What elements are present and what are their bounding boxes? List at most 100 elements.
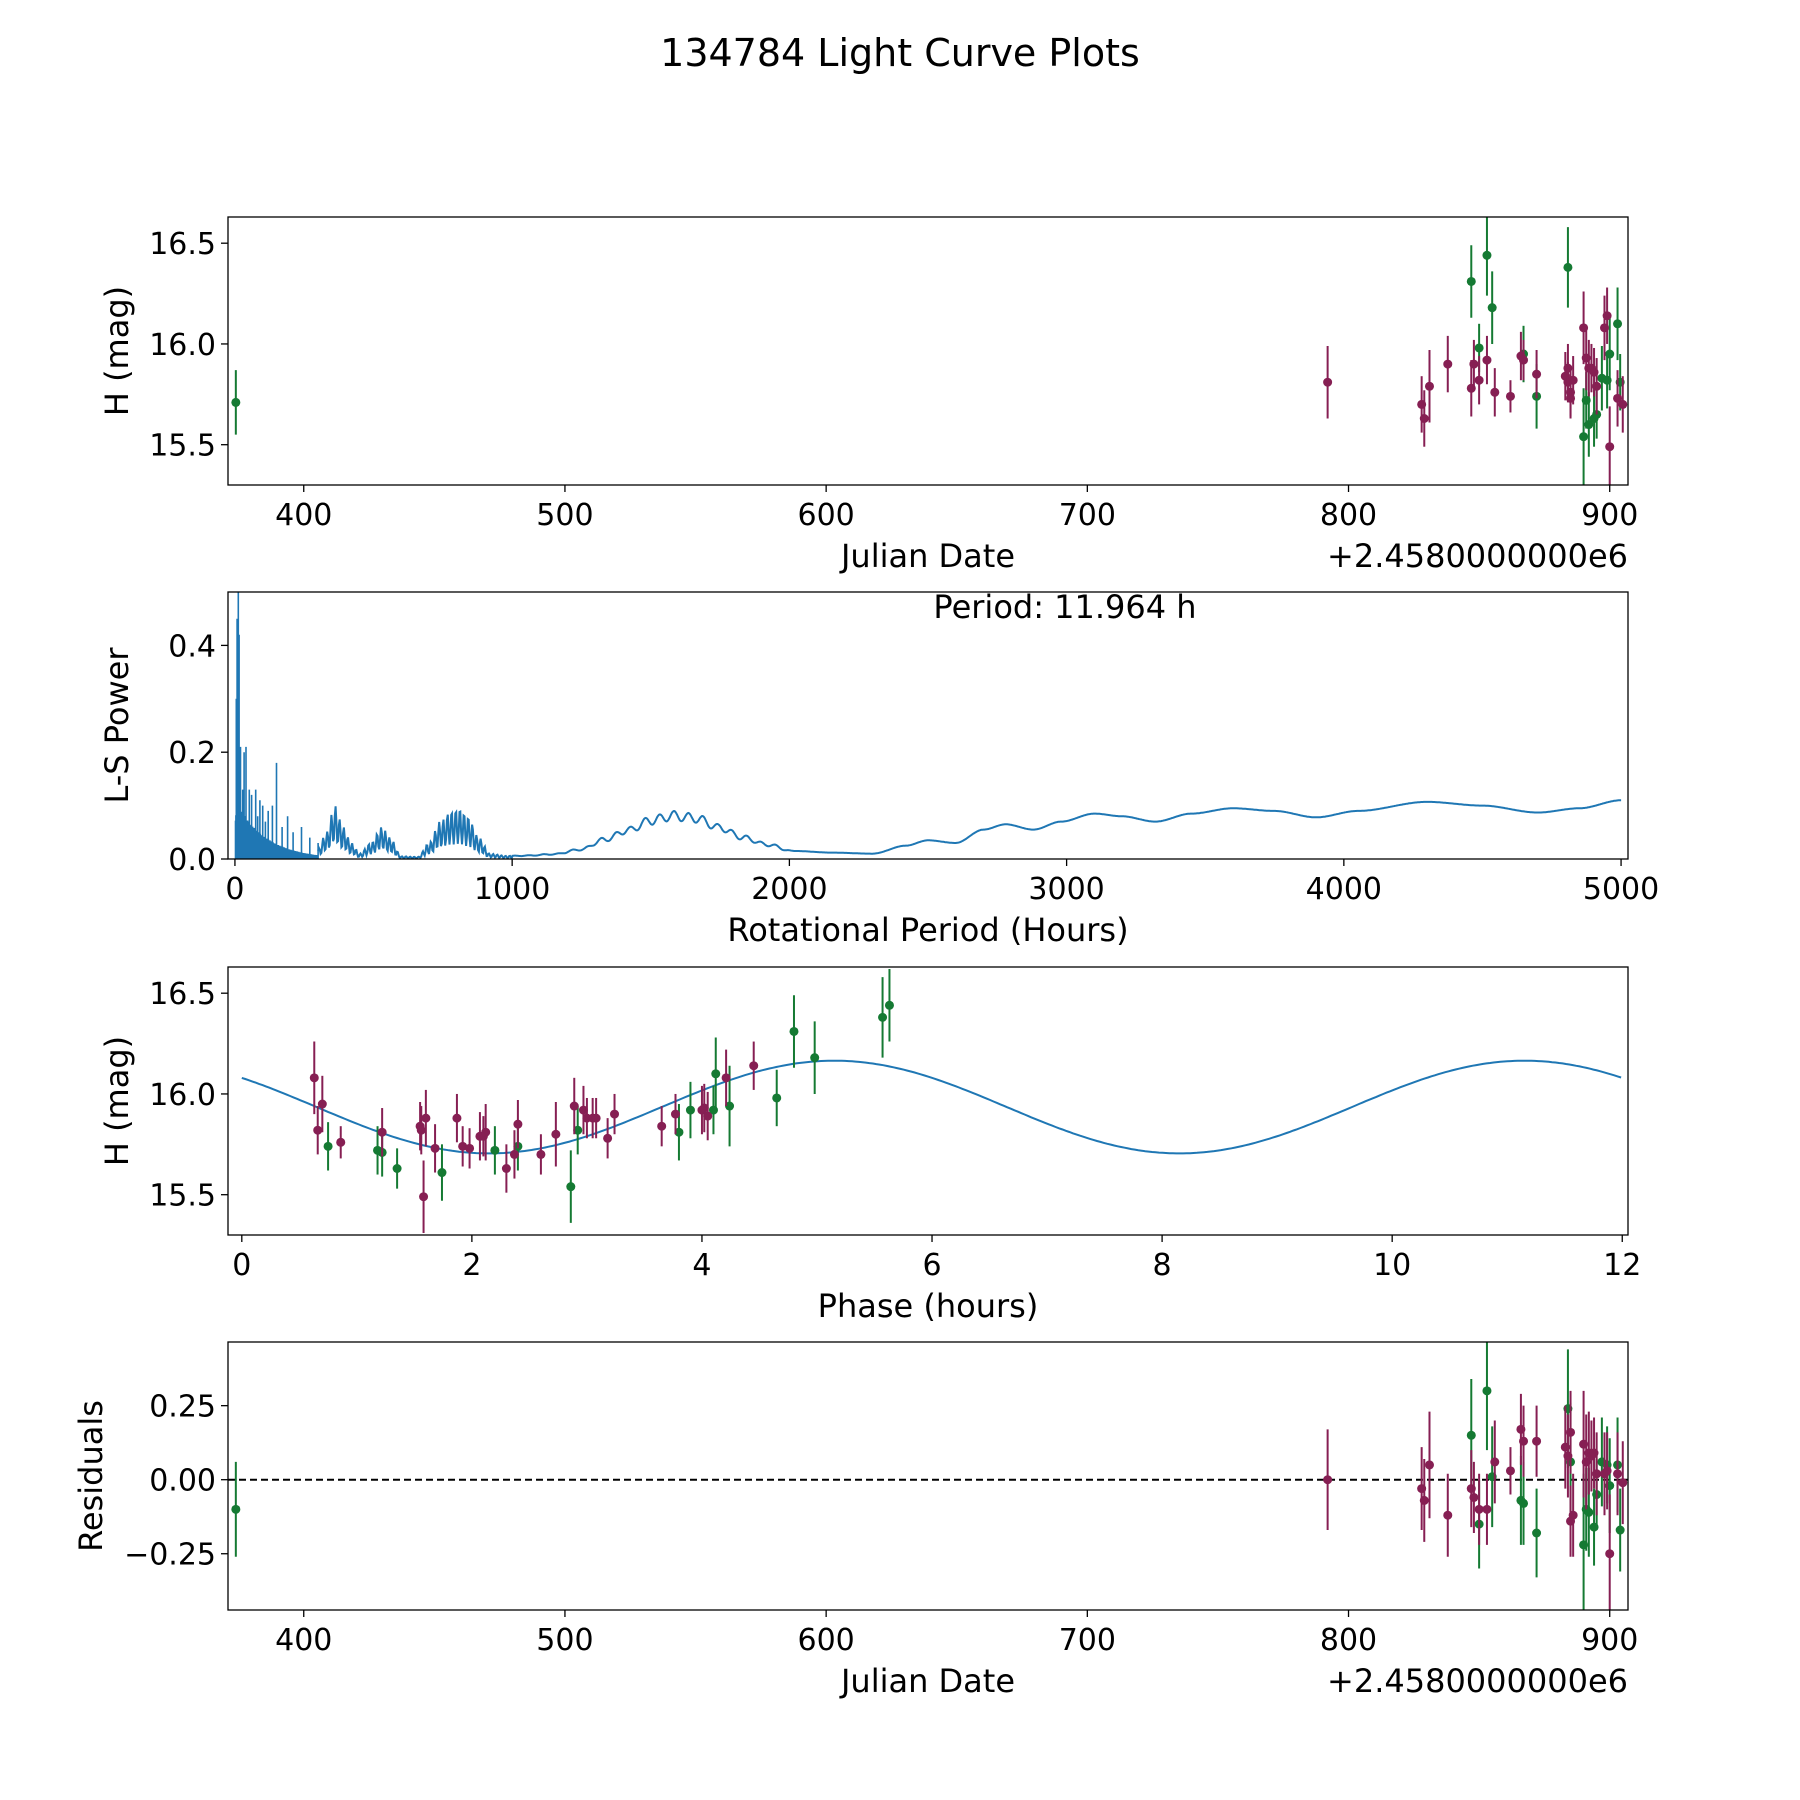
point-marker — [1519, 355, 1529, 365]
point-marker — [1568, 1510, 1578, 1520]
axes-frame — [227, 1341, 1629, 1611]
data-point-purple — [1568, 1473, 1578, 1557]
y-tick-label: −0.25 — [124, 1538, 216, 1573]
data-point-green — [772, 1069, 782, 1127]
point-marker — [1323, 1475, 1333, 1485]
point-marker — [430, 1143, 440, 1153]
data-point-purple — [313, 1106, 323, 1155]
x-tick-label: 800 — [1320, 1623, 1377, 1658]
power-curve — [317, 799, 1622, 859]
data-point-purple — [1613, 1432, 1623, 1516]
point-marker — [551, 1129, 561, 1139]
x-tick-label: 400 — [275, 498, 332, 533]
data-point-purple — [1490, 368, 1500, 417]
point-marker — [1613, 393, 1623, 403]
data-point-purple — [591, 1097, 601, 1139]
x-tick-label: 400 — [275, 1623, 332, 1658]
point-marker — [1605, 349, 1615, 359]
point-marker — [578, 1105, 588, 1115]
y-tick-label: 0.00 — [149, 1464, 216, 1499]
data-point-purple — [749, 1041, 759, 1090]
x-tick-label: 8 — [1153, 1248, 1172, 1283]
x-tick-label: 700 — [1059, 1623, 1116, 1658]
x-tick-label: 3000 — [1028, 872, 1104, 907]
point-marker — [1474, 375, 1484, 385]
point-marker — [1482, 1386, 1492, 1396]
data-point-purple — [481, 1104, 491, 1161]
point-marker — [1482, 250, 1492, 260]
point-marker — [1490, 1457, 1500, 1467]
point-marker — [566, 1182, 576, 1192]
data-point-green — [685, 1081, 695, 1139]
point-marker — [437, 1168, 447, 1178]
x-axis-offset-label: +2.4580000000e6 — [1327, 537, 1628, 575]
point-marker — [1482, 1504, 1492, 1514]
data-point-green — [1579, 388, 1589, 485]
data-point-green — [789, 995, 799, 1068]
data-point-green — [878, 977, 888, 1058]
x-tick-label: 10 — [1373, 1248, 1411, 1283]
point-marker — [1466, 1430, 1476, 1440]
data-point-green — [392, 1148, 402, 1189]
data-point-green — [566, 1150, 576, 1223]
x-tick-label: 2 — [462, 1248, 481, 1283]
x-tick-label: 1000 — [474, 872, 550, 907]
point-marker — [1443, 1510, 1453, 1520]
y-tick-label: 0.25 — [149, 1390, 216, 1425]
data-point-purple — [1505, 380, 1515, 413]
point-marker — [309, 1073, 319, 1083]
point-marker — [603, 1133, 613, 1143]
point-marker — [501, 1164, 511, 1174]
data-point-purple — [377, 1108, 387, 1157]
point-marker — [231, 397, 241, 407]
data-point-purple — [1602, 1432, 1612, 1510]
point-marker — [1615, 1525, 1625, 1535]
point-marker — [810, 1053, 820, 1063]
data-point-purple — [1443, 335, 1453, 393]
x-tick-label: 4000 — [1306, 872, 1382, 907]
point-marker — [772, 1093, 782, 1103]
x-axis-label: Phase (hours) — [818, 1287, 1039, 1325]
data-point-green — [1466, 245, 1476, 318]
plot-area — [231, 217, 1628, 485]
data-point-purple — [1424, 1411, 1434, 1519]
point-marker — [878, 1012, 888, 1022]
data-point-purple — [419, 1160, 429, 1233]
x-axis-offset-label: +2.4580000000e6 — [1327, 1662, 1628, 1700]
data-point-purple — [509, 1130, 519, 1179]
x-tick-label: 900 — [1581, 498, 1638, 533]
point-marker — [1618, 1478, 1628, 1488]
data-point-purple — [1469, 339, 1479, 389]
data-point-purple — [458, 1126, 468, 1167]
data-point-purple — [513, 1099, 523, 1149]
point-marker — [591, 1113, 601, 1123]
y-tick-label: 16.5 — [149, 977, 216, 1012]
axes-frame — [227, 966, 1629, 1236]
y-tick-label: 0.2 — [168, 736, 216, 771]
point-marker — [1505, 1466, 1515, 1476]
phased-lightcurve-panel: 0 2 4 6 8 10 12 15.5 16.0 16.5 Phase (hours) H (mag… — [98, 966, 1641, 1325]
data-point-purple — [569, 1077, 579, 1135]
point-marker — [513, 1119, 523, 1129]
y-tick-label: 16.5 — [149, 227, 216, 262]
point-marker — [711, 1069, 721, 1079]
point-marker — [1474, 343, 1484, 353]
y-tick-label: 16.0 — [149, 1078, 216, 1113]
point-marker — [1592, 1469, 1602, 1479]
point-marker — [1568, 375, 1578, 385]
power-spikes-short-period — [234, 592, 319, 859]
x-tick-label: 500 — [536, 1623, 593, 1658]
data-point-purple — [1482, 1473, 1492, 1545]
point-marker — [1584, 420, 1594, 430]
point-marker — [1490, 387, 1500, 397]
data-point-green — [1615, 1488, 1625, 1572]
plot-area — [228, 1342, 1628, 1610]
point-marker — [725, 1101, 735, 1111]
data-point-green — [884, 969, 894, 1042]
figure-title: 134784 Light Curve Plots — [660, 31, 1140, 75]
data-point-purple — [1474, 1473, 1484, 1545]
point-marker — [657, 1121, 667, 1131]
point-marker — [419, 1192, 429, 1202]
data-point-green — [231, 370, 241, 435]
point-marker — [1618, 399, 1628, 409]
